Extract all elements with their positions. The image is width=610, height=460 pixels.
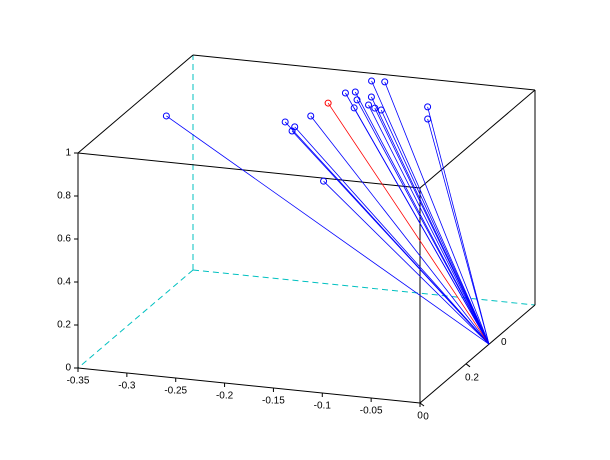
stem-line bbox=[371, 80, 490, 345]
box-edge bbox=[77, 152, 421, 189]
point bbox=[324, 99, 332, 107]
stem-line bbox=[327, 102, 490, 345]
z-tick-label: 0.2 bbox=[57, 320, 71, 331]
x-tick-label: -0.15 bbox=[262, 396, 285, 407]
point bbox=[288, 127, 296, 135]
z-tick-label: 0.8 bbox=[57, 191, 71, 202]
stem-line bbox=[294, 126, 490, 345]
stem-line bbox=[353, 107, 490, 345]
box-back-edge bbox=[192, 269, 536, 306]
point bbox=[424, 115, 432, 123]
point bbox=[368, 77, 376, 85]
point bbox=[377, 106, 385, 114]
x-tick-label: -0.1 bbox=[314, 401, 332, 412]
x-tick-label: -0.35 bbox=[67, 376, 90, 387]
stem-line bbox=[310, 115, 490, 345]
x-tick-label: -0.05 bbox=[360, 406, 383, 417]
box-edge bbox=[77, 367, 421, 404]
box-edge bbox=[192, 54, 536, 91]
point bbox=[367, 93, 375, 101]
z-tick-label: 1 bbox=[65, 148, 71, 159]
point bbox=[365, 101, 373, 109]
box-edge bbox=[77, 54, 194, 154]
y-tick-label: 0.2 bbox=[465, 372, 479, 383]
point bbox=[350, 104, 358, 112]
stem-line bbox=[427, 106, 490, 345]
y-tick bbox=[465, 363, 471, 368]
annotation: 0 bbox=[501, 337, 507, 348]
point bbox=[424, 103, 432, 111]
y-tick-label: 0 bbox=[423, 412, 429, 423]
stem-line bbox=[380, 109, 490, 345]
box-back-edge bbox=[77, 269, 194, 369]
stem-line bbox=[427, 118, 490, 345]
stem-line bbox=[374, 107, 490, 345]
point bbox=[341, 89, 349, 97]
stem-line bbox=[384, 81, 490, 345]
point bbox=[381, 78, 389, 86]
stem-line bbox=[166, 115, 490, 345]
stem-line bbox=[291, 130, 490, 345]
point bbox=[353, 96, 361, 104]
point bbox=[351, 88, 359, 96]
box-edge bbox=[419, 89, 536, 189]
point bbox=[307, 112, 315, 120]
stem-line bbox=[323, 180, 490, 345]
x-tick-label: -0.25 bbox=[164, 386, 187, 397]
z-tick-label: 0.4 bbox=[57, 277, 71, 288]
x-tick-label: -0.3 bbox=[118, 381, 136, 392]
z-tick-label: 0 bbox=[65, 363, 71, 374]
point bbox=[320, 177, 328, 185]
point bbox=[162, 112, 170, 120]
point bbox=[281, 118, 289, 126]
y-tick bbox=[419, 402, 425, 407]
box-edge bbox=[419, 304, 536, 404]
x-tick-label: -0.2 bbox=[216, 391, 234, 402]
stem-line bbox=[356, 99, 490, 345]
stem-line bbox=[368, 104, 490, 345]
x-tick-label: 0 bbox=[417, 411, 423, 422]
z-tick-label: 0.6 bbox=[57, 234, 71, 245]
point bbox=[371, 104, 379, 112]
